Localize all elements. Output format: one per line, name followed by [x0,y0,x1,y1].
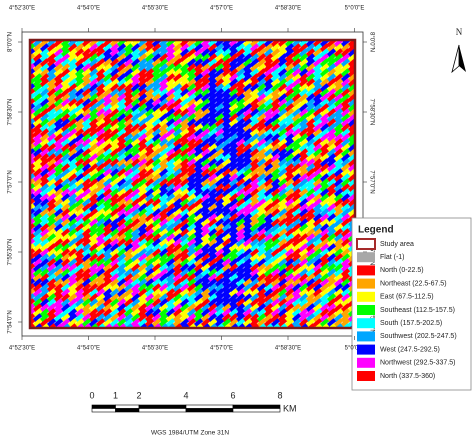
north-arrow: N [452,27,466,72]
arrow-left [452,45,459,72]
legend-label: Flat (-1) [380,254,405,261]
legend-label: South (157.5-202.5) [380,320,442,327]
scale-segment [92,409,116,413]
legend-swatch [357,239,375,249]
legend-swatch [357,318,375,328]
legend-swatch [357,331,375,341]
lat-label: 8°0'0"N [8,32,14,52]
lon-label: 4°57'0"E [210,346,233,352]
legend-label: North (0-22.5) [380,267,424,274]
legend-swatch [357,358,375,368]
lon-label: 5°0'0"E [345,6,365,12]
lon-label: 4°55'30"E [142,346,168,352]
legend-label: Northwest (292.5-337.5) [380,360,455,367]
lon-label: 4°52'30"E [9,346,35,352]
scale-label: 6 [230,390,235,400]
legend-label: Study area [380,241,414,248]
arrow-right [459,45,466,72]
legend-swatch [357,265,375,275]
legend-label: East (67.5-112.5) [380,294,434,301]
scale-segment [139,405,186,409]
scale-segment [186,405,233,409]
scale-segment [139,409,186,413]
scale-label: 1 [113,390,118,400]
legend-swatch [357,305,375,315]
legend-label: North (337.5-360) [380,373,435,380]
lat-label: 8°0'0"N [368,32,374,52]
lon-label: 4°58'30"E [275,6,301,12]
lon-label: 4°54'0"E [77,6,100,12]
scale-segment [233,409,280,413]
legend-label: Northeast (22.5-67.5) [380,280,447,287]
projection: WGS 1984/UTM Zone 31N [151,430,229,437]
lon-label: 4°58'30"E [275,346,301,352]
scale-segment [116,405,140,409]
north-label: N [456,27,463,37]
lon-label: 4°54'0"E [77,346,100,352]
lon-label: 4°55'30"E [142,6,168,12]
legend-swatch [357,252,375,262]
aspect-raster [26,33,364,337]
legend-swatch [357,371,375,381]
scale-label: 8 [277,390,282,400]
lon-label: 4°57'0"E [210,6,233,12]
lat-label: 7°54'0"N [8,310,14,333]
scale-segment [92,405,116,409]
scale-label: 4 [183,390,188,400]
lat-label: 7°58'30"N [368,99,374,126]
lat-label: 7°55'30"N [8,239,14,266]
lon-label: 4°52'30"E [9,6,35,12]
map-page: N Legend WGS 1984/UTM Zone 31N 4°52'30"E… [0,0,472,443]
scale-segment [233,405,280,409]
legend-swatch [357,292,375,302]
scale-label: 0 [89,390,94,400]
legend-label: Southwest (202.5-247.5) [380,333,457,340]
legend-title: Legend [358,225,394,236]
legend-label: Southeast (112.5-157.5) [380,307,455,314]
scale-label: 2 [136,390,141,400]
scale-unit: KM [283,403,297,413]
lat-label: 7°58'30"N [8,99,14,126]
scale-segment [186,409,233,413]
scale-segment [116,409,140,413]
legend-label: West (247.5-292.5) [380,346,440,353]
lat-label: 7°57'0"N [368,170,374,193]
legend-swatch [357,345,375,355]
legend-swatch [357,279,375,289]
lat-label: 7°57'0"N [8,170,14,193]
